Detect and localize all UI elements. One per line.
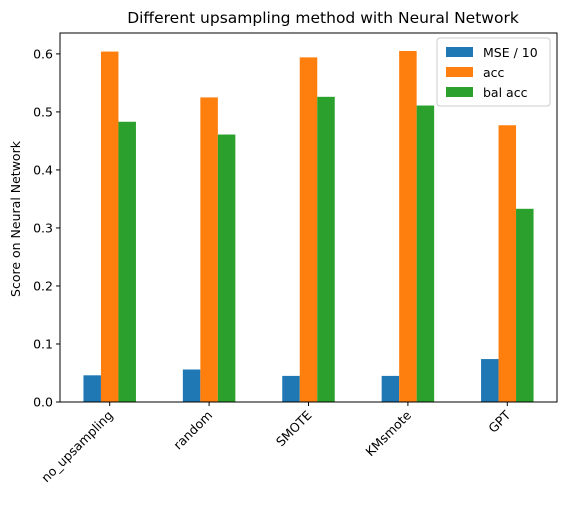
legend-swatch xyxy=(446,67,473,77)
bar-mse-10-random xyxy=(182,369,201,402)
legend-swatch xyxy=(446,87,473,97)
y-ticks-group: 0.0 0.1 0.2 0.3 0.4 0.5 0.6 xyxy=(33,46,60,410)
x-ticks-group: no_upsampling random SMOTE KMsmote GPT xyxy=(38,402,514,486)
bar-bal-acc-gpt xyxy=(516,208,534,402)
legend-label: acc xyxy=(483,65,505,80)
bar-bal-acc-no_upsampling xyxy=(118,121,136,403)
y-tick-label: 0.0 xyxy=(33,395,53,410)
bar-acc-random xyxy=(200,97,218,403)
y-axis-label: Score on Neural Network xyxy=(8,140,23,297)
y-tick-label: 0.5 xyxy=(33,104,53,119)
chart-title: Different upsampling method with Neural … xyxy=(127,9,519,27)
y-tick-label: 0.3 xyxy=(33,220,53,235)
bar-acc-no_upsampling xyxy=(100,51,119,402)
bar-acc-kmsmote xyxy=(399,50,417,403)
x-tick-label: no_upsampling xyxy=(38,408,116,486)
x-tick-label: GPT xyxy=(485,407,513,435)
bar-mse-10-kmsmote xyxy=(381,375,400,402)
bar-acc-gpt xyxy=(498,125,517,402)
legend-label: MSE / 10 xyxy=(483,45,538,60)
y-tick-label: 0.2 xyxy=(33,278,53,293)
bar-mse-10-no_upsampling xyxy=(83,375,101,402)
x-tick-label: KMsmote xyxy=(362,407,414,459)
x-tick-label: SMOTE xyxy=(273,407,315,449)
bar-bal-acc-smote xyxy=(317,96,335,402)
legend-label: bal acc xyxy=(483,85,528,100)
plot-frame xyxy=(59,32,558,403)
legend-swatch xyxy=(446,47,473,57)
bars-group xyxy=(83,50,534,403)
bar-mse-10-smote xyxy=(282,375,300,402)
y-tick-label: 0.1 xyxy=(33,336,53,351)
bar-bal-acc-random xyxy=(217,134,236,402)
y-tick-label: 0.6 xyxy=(33,46,53,61)
legend: MSE / 10 acc bal acc xyxy=(436,37,551,107)
bar-mse-10-gpt xyxy=(481,359,499,402)
y-tick-label: 0.4 xyxy=(33,162,53,177)
bar-acc-smote xyxy=(299,57,318,403)
x-tick-label: random xyxy=(170,408,215,453)
bar-bal-acc-kmsmote xyxy=(416,105,435,403)
